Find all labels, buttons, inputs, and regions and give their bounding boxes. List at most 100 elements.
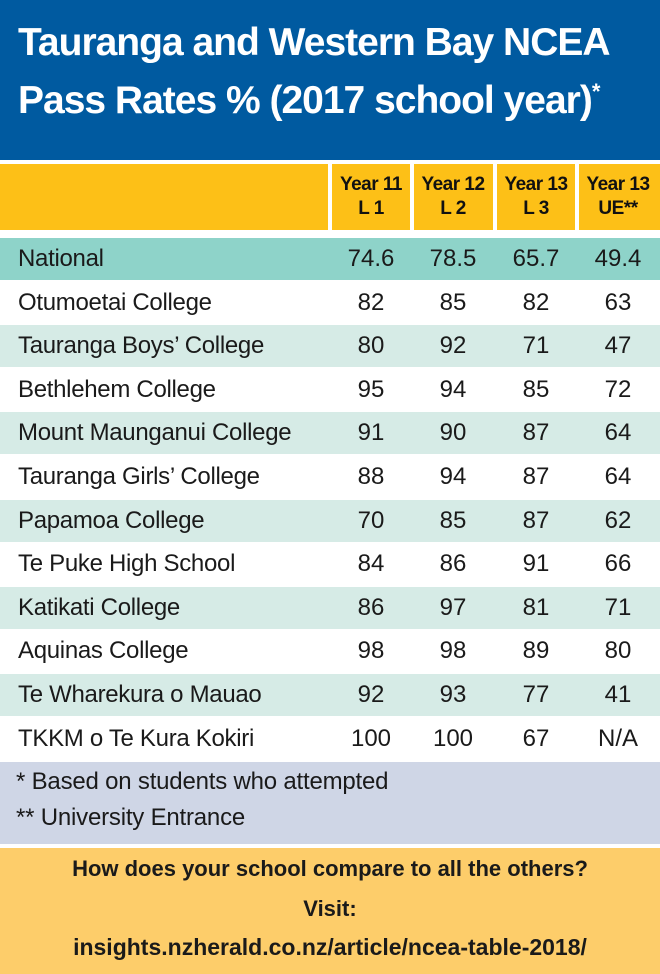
pass-rate-cell: 90 bbox=[439, 419, 467, 447]
pass-rate-cell: 67 bbox=[522, 724, 550, 752]
school-name: Aquinas College bbox=[18, 637, 189, 665]
pass-rate-cell: 85 bbox=[522, 375, 550, 403]
pass-rate-cell: 94 bbox=[439, 463, 467, 490]
footer-visit: Visit: bbox=[303, 896, 357, 921]
pass-rate-cell: 86 bbox=[439, 550, 467, 578]
pass-rate-cell: 98 bbox=[439, 637, 467, 665]
pass-rate-cell: 77 bbox=[522, 681, 550, 708]
table-row: Tauranga Girls’ College 88 94 87 64 bbox=[0, 456, 660, 498]
pass-rate-cell: 63 bbox=[604, 288, 632, 316]
pass-rate-cell: 71 bbox=[604, 593, 632, 621]
column-header-line2: L 2 bbox=[440, 198, 466, 219]
pass-rate-cell: 65.7 bbox=[512, 245, 560, 272]
pass-rate-cell: 64 bbox=[604, 463, 632, 490]
pass-rate-cell: 95 bbox=[357, 375, 385, 403]
title-asterisk: * bbox=[591, 79, 601, 104]
pass-rate-cell: 49.4 bbox=[594, 245, 642, 272]
school-name: Bethlehem College bbox=[18, 375, 216, 403]
footer-callout: How does your school compare to all the … bbox=[0, 848, 660, 974]
school-name: Tauranga Girls’ College bbox=[18, 463, 260, 490]
pass-rate-cell: 66 bbox=[604, 550, 632, 578]
pass-rate-cell: 91 bbox=[357, 419, 385, 447]
pass-rate-cell: 71 bbox=[522, 332, 550, 360]
school-name: Te Puke High School bbox=[18, 550, 236, 578]
table-row: Mount Maunganui College 91 90 87 64 bbox=[0, 412, 660, 455]
pass-rate-cell: 85 bbox=[439, 506, 467, 534]
column-divider bbox=[493, 164, 497, 282]
table-row: Katikati College 86 97 81 71 bbox=[0, 586, 660, 629]
pass-rate-cell: 88 bbox=[357, 463, 385, 490]
column-divider bbox=[328, 164, 332, 282]
pass-rate-cell: 100 bbox=[432, 724, 474, 752]
pass-rate-cell: 100 bbox=[350, 724, 392, 752]
school-name: Te Wharekura o Mauao bbox=[18, 681, 262, 708]
pass-rate-cell: 82 bbox=[357, 288, 385, 316]
pass-rate-cell: 47 bbox=[604, 332, 632, 360]
table-row: Tauranga Boys’ College 80 92 71 47 bbox=[0, 325, 660, 368]
column-header-line1: Year 12 bbox=[421, 174, 485, 195]
pass-rate-cell: 87 bbox=[522, 463, 550, 490]
footnote-attempted: * Based on students who attempted bbox=[16, 768, 389, 795]
column-header-line2: UE** bbox=[598, 198, 638, 219]
pass-rate-cell: 80 bbox=[604, 637, 632, 665]
pass-rate-cell: 94 bbox=[439, 375, 467, 403]
pass-rate-cell: 87 bbox=[522, 419, 550, 447]
footer-link[interactable]: insights.nzherald.co.nz/article/ncea-tab… bbox=[73, 934, 587, 960]
footer-question: How does your school compare to all the … bbox=[72, 856, 588, 881]
pass-rate-cell: 74.6 bbox=[347, 245, 395, 272]
column-divider bbox=[575, 164, 579, 282]
pass-rate-cell: 72 bbox=[604, 375, 632, 403]
title-line-1: Tauranga and Western Bay NCEA bbox=[18, 21, 611, 64]
page-title: Tauranga and Western Bay NCEA Pass Rates… bbox=[18, 14, 648, 130]
school-name: Tauranga Boys’ College bbox=[18, 332, 264, 360]
pass-rate-cell: 82 bbox=[522, 288, 550, 316]
table-row: Aquinas College 98 98 89 80 bbox=[0, 630, 660, 672]
pass-rate-cell: 92 bbox=[439, 332, 467, 360]
school-name: TKKM o Te Kura Kokiri bbox=[18, 724, 255, 752]
pass-rate-cell: N/A bbox=[597, 724, 638, 752]
school-name: Papamoa College bbox=[18, 506, 205, 534]
pass-rate-cell: 98 bbox=[357, 637, 385, 665]
title-line-2-text: Pass Rates % (2017 school year) bbox=[18, 79, 593, 122]
column-header: Year 11 L 1 bbox=[332, 164, 410, 230]
column-header: Year 13 L 3 bbox=[497, 164, 575, 230]
pass-rate-cell: 85 bbox=[439, 288, 467, 316]
national-row: National 74.6 78.5 65.7 49.4 bbox=[0, 238, 660, 280]
pass-rate-cell: 97 bbox=[439, 593, 467, 621]
school-name: Otumoetai College bbox=[18, 288, 212, 316]
table-row: TKKM o Te Kura Kokiri 100 100 67 N/A bbox=[0, 718, 660, 760]
pass-rate-cell: 41 bbox=[604, 681, 632, 708]
column-header: Year 13 UE** bbox=[579, 164, 657, 230]
column-header-line1: Year 11 bbox=[339, 174, 403, 195]
column-header: Year 12 L 2 bbox=[414, 164, 492, 230]
school-name: National bbox=[18, 245, 104, 272]
table-row: Te Wharekura o Mauao 92 93 77 41 bbox=[0, 674, 660, 716]
school-name: Katikati College bbox=[18, 593, 180, 621]
pass-rate-cell: 86 bbox=[357, 593, 385, 621]
column-header-line1: Year 13 bbox=[586, 174, 650, 195]
table-row: Otumoetai College 82 85 82 63 bbox=[0, 282, 660, 324]
pass-rate-cell: 87 bbox=[522, 506, 550, 534]
pass-rate-cell: 62 bbox=[604, 506, 632, 534]
pass-rate-cell: 81 bbox=[522, 593, 550, 621]
table-row: Te Puke High School 84 86 91 66 bbox=[0, 543, 660, 585]
pass-rate-cell: 92 bbox=[357, 681, 385, 708]
table-row: Bethlehem College 95 94 85 72 bbox=[0, 369, 660, 411]
pass-rate-cell: 89 bbox=[522, 637, 550, 665]
column-header-line1: Year 13 bbox=[504, 174, 568, 195]
pass-rate-cell: 64 bbox=[604, 419, 632, 447]
school-name: Mount Maunganui College bbox=[18, 419, 292, 447]
footnote-university-entrance: ** University Entrance bbox=[16, 804, 246, 831]
table-row: Papamoa College 70 85 87 62 bbox=[0, 499, 660, 542]
column-header-line2: L 3 bbox=[523, 198, 549, 219]
pass-rate-cell: 78.5 bbox=[429, 245, 477, 272]
pass-rate-cell: 70 bbox=[357, 506, 385, 534]
column-divider bbox=[410, 164, 414, 282]
footnotes: * Based on students who attempted ** Uni… bbox=[0, 762, 660, 844]
pass-rate-cell: 84 bbox=[357, 550, 385, 578]
pass-rate-cell: 91 bbox=[522, 550, 550, 578]
title-line-2: Pass Rates % (2017 school year)* bbox=[18, 72, 648, 130]
column-header-line2: L 1 bbox=[358, 198, 384, 219]
title-banner: Tauranga and Western Bay NCEA Pass Rates… bbox=[0, 0, 660, 160]
pass-rate-cell: 93 bbox=[439, 681, 467, 708]
